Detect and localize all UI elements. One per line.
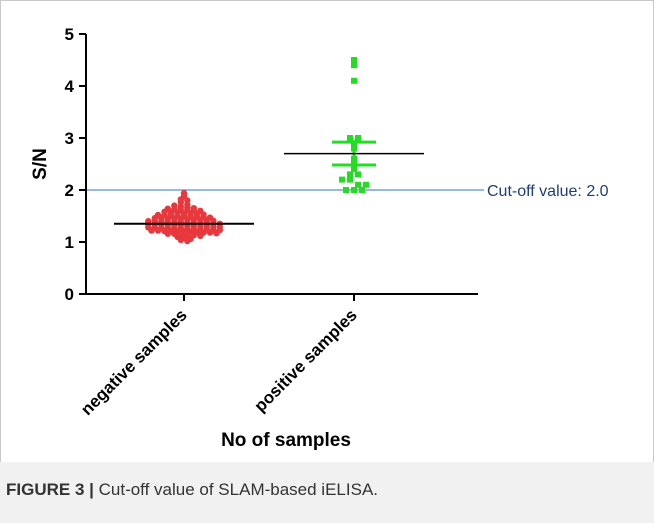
scatter-plot: Cut-off value: 2.0 0 1 2 3 4 5 negative sample… (30, 25, 609, 451)
caption-text: Cut-off value of SLAM-based iELISA. (93, 480, 379, 499)
positive-sample-point (359, 187, 365, 193)
negative-sample-point (171, 202, 178, 209)
positive-sample-point (347, 176, 353, 183)
y-tick-label: 4 (65, 77, 75, 96)
positive-sample-point (355, 171, 361, 178)
x-tick-label: positive samples (251, 305, 361, 415)
positive-sample-point (351, 166, 357, 173)
negative-sample-point (164, 205, 171, 212)
caption-background (0, 462, 654, 523)
y-tick-label: 2 (65, 181, 74, 200)
positive-sample-point (347, 171, 353, 178)
negative-sample-point (190, 205, 197, 212)
negative-sample-point (180, 189, 188, 197)
positive-sample-point (347, 135, 353, 141)
negative-sample-point (145, 218, 152, 225)
positive-sample-point (355, 135, 361, 141)
positive-sample-point (339, 176, 345, 183)
y-tick-label: 5 (65, 25, 74, 44)
x-tick-label: negative samples (77, 305, 191, 419)
negative-sample-point (154, 211, 162, 219)
negative-sample-point (197, 207, 204, 214)
positive-sample-point (363, 181, 369, 188)
cutoff-label: Cut-off value: 2.0 (487, 183, 609, 200)
positive-sample-point (351, 62, 357, 69)
y-tick-label: 1 (65, 233, 74, 252)
y-tick-label: 3 (65, 129, 74, 148)
positive-sample-point (351, 187, 357, 193)
positive-sample-point (355, 181, 361, 188)
y-axis-title: S/N (30, 148, 51, 180)
figure-caption: FIGURE 3 | Cut-off value of SLAM-based i… (6, 480, 378, 500)
positive-sample-point (343, 187, 349, 193)
positive-sample-point (351, 77, 357, 84)
negative-sample-point (206, 214, 214, 221)
y-tick-label: 0 (65, 285, 74, 304)
x-axis-title: No of samples (221, 430, 351, 451)
caption-label: FIGURE 3 | (6, 480, 94, 499)
positive-sample-point (351, 57, 357, 63)
